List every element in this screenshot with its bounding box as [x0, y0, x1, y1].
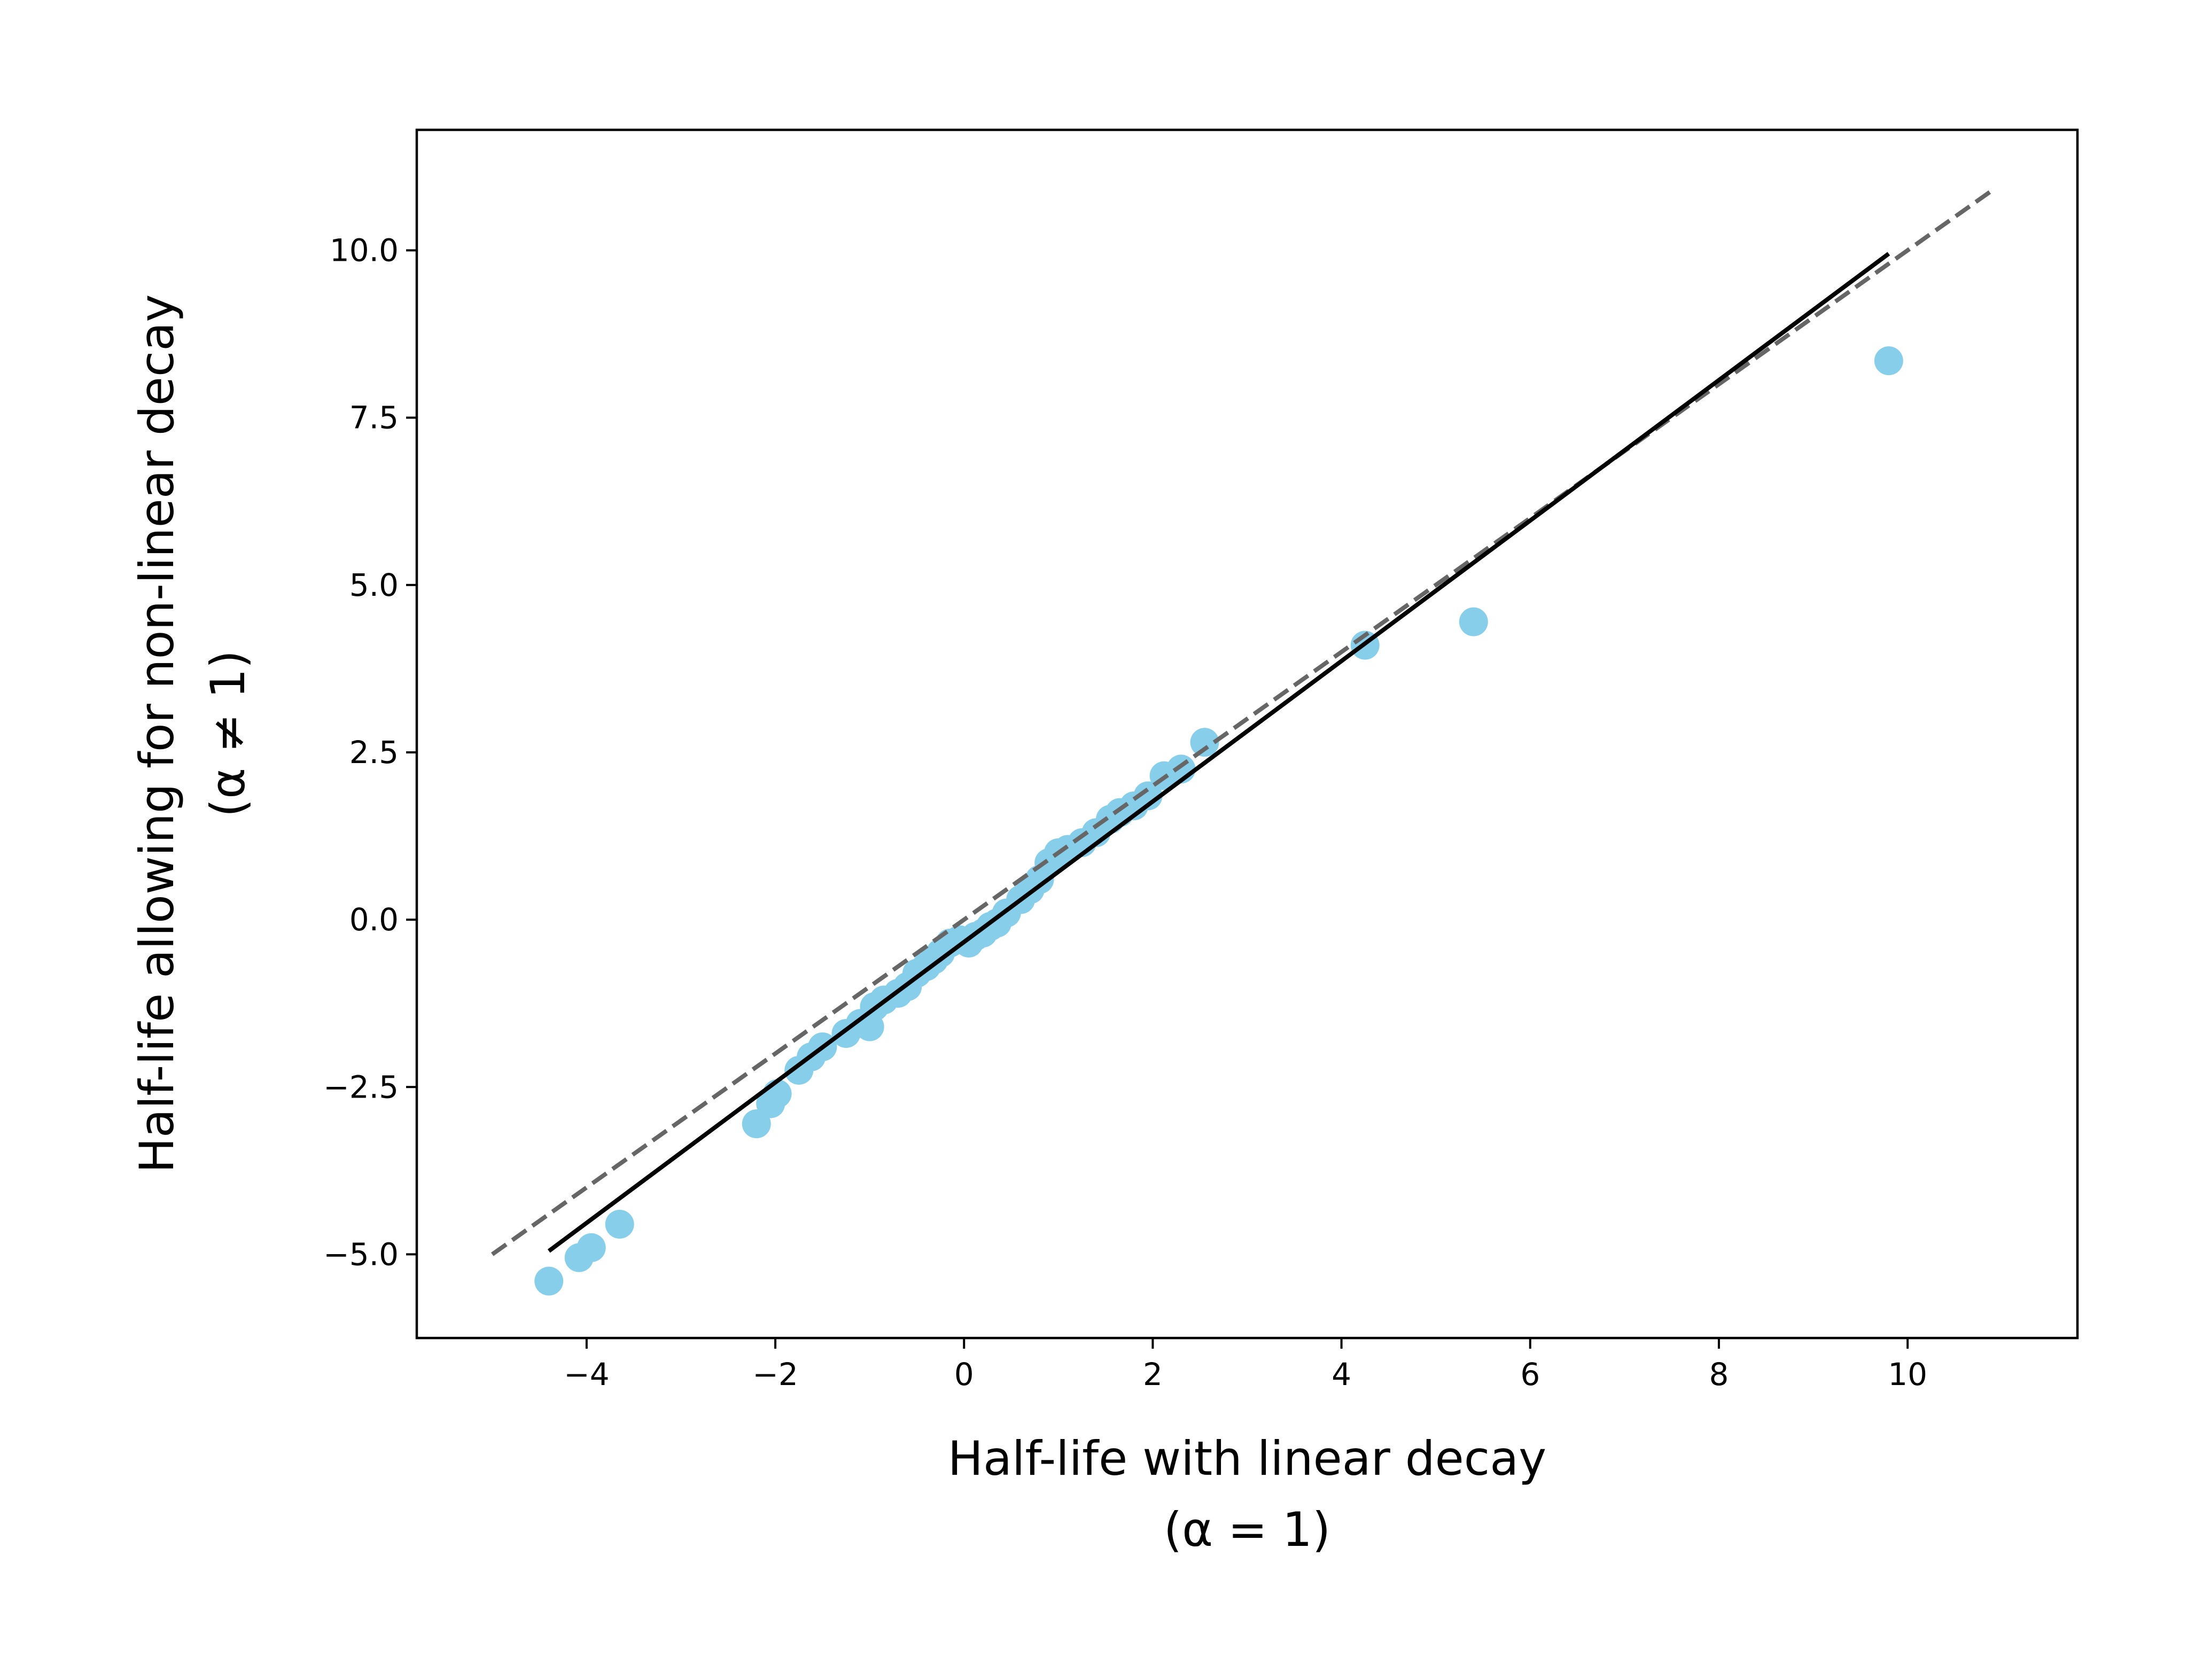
data-point	[1459, 607, 1488, 636]
y-tick-label: 0.0	[349, 901, 399, 938]
x-tick-label: 2	[1143, 1356, 1163, 1393]
reference-line-dashed	[491, 188, 1994, 1256]
x-axis: −4 −2 0 2 4 6 8 10	[564, 1338, 1927, 1393]
y-tick-label: −5.0	[323, 1236, 399, 1272]
x-tick-label: −4	[564, 1356, 610, 1393]
x-tick-label: 4	[1332, 1356, 1351, 1393]
y-tick-label: 2.5	[349, 734, 399, 771]
data-point	[742, 1109, 771, 1139]
x-tick-label: −2	[752, 1356, 798, 1393]
x-tick-label: 6	[1520, 1356, 1540, 1393]
x-tick-label: 0	[954, 1356, 974, 1393]
y-tick-label: 7.5	[349, 400, 399, 436]
x-axis-title-line2: (α = 1)	[1164, 1502, 1330, 1557]
data-point	[1133, 781, 1163, 811]
data-point	[577, 1233, 606, 1262]
y-axis-title-line1: Half-life allowing for non-linear decay	[129, 294, 184, 1173]
y-tick-label: −2.5	[323, 1069, 399, 1105]
y-tick-label: 10.0	[330, 232, 399, 268]
data-point	[534, 1266, 564, 1296]
data-point	[1190, 728, 1219, 757]
trend-lines	[491, 188, 1994, 1256]
data-point	[605, 1210, 634, 1239]
fit-line	[547, 252, 1890, 1253]
data-point	[1874, 346, 1903, 376]
plot-frame	[415, 128, 2079, 1340]
y-axis: −5.0 −2.5 0.0 2.5 5.0 7.5 10.0	[323, 232, 417, 1272]
x-tick-label: 10	[1888, 1356, 1927, 1393]
x-tick-label: 8	[1709, 1356, 1729, 1393]
y-axis-title-line2: (α ≠ 1)	[200, 650, 255, 817]
y-tick-label: 5.0	[349, 567, 399, 603]
x-axis-title-line1: Half-life with linear decay	[948, 1431, 1546, 1486]
